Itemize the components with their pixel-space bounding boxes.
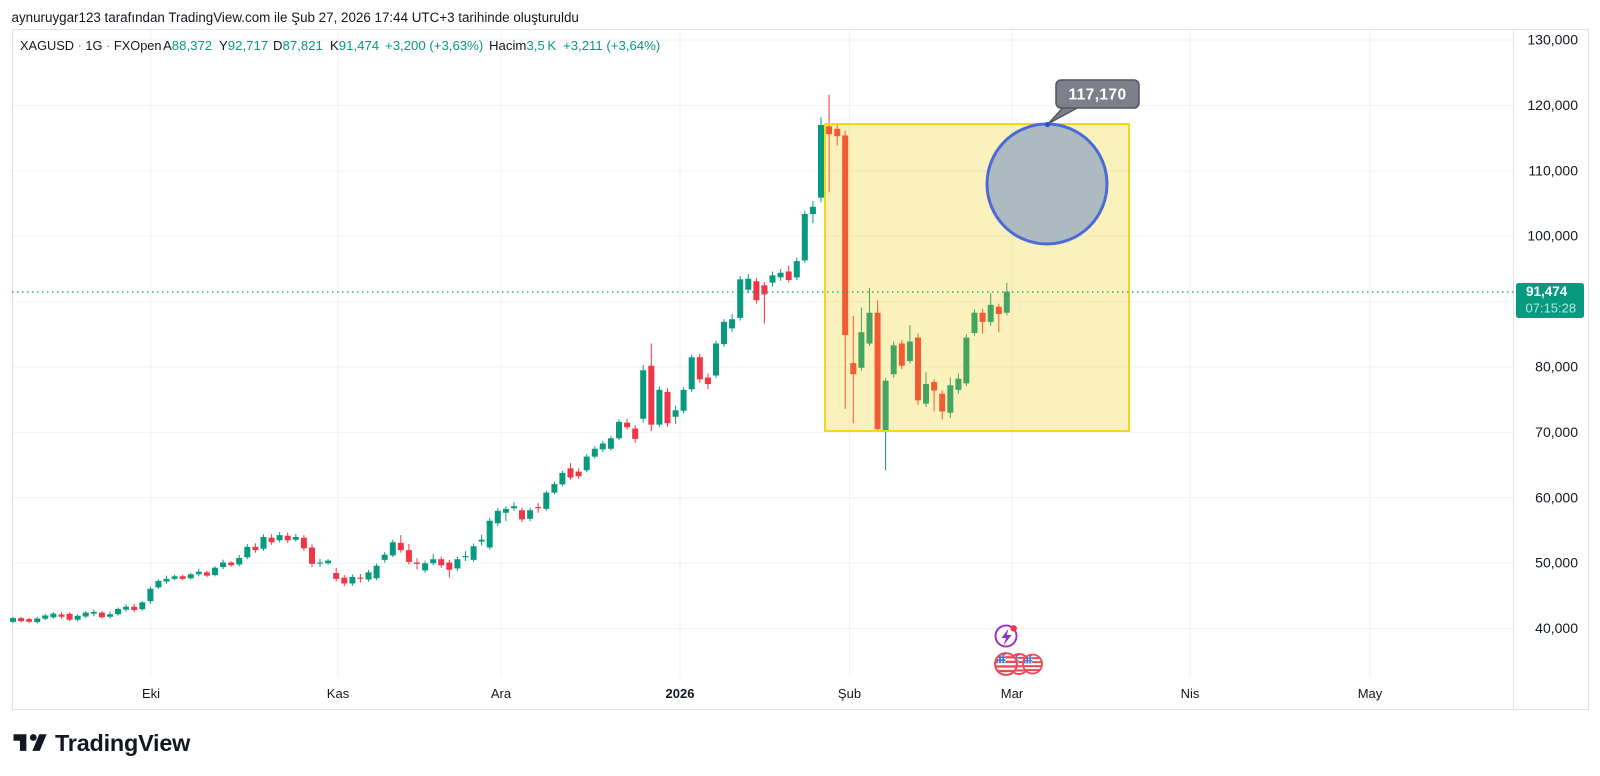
svg-text:2026: 2026	[666, 686, 695, 701]
svg-text:40,000: 40,000	[1535, 620, 1578, 636]
svg-text:07:15:28: 07:15:28	[1526, 301, 1577, 316]
svg-text:70,000: 70,000	[1535, 424, 1578, 440]
svg-text:Mar: Mar	[1001, 686, 1024, 701]
svg-text:Şub: Şub	[838, 686, 861, 701]
svg-text:XAGUSD · 1G · FXOpen: XAGUSD · 1G · FXOpen	[20, 38, 162, 53]
svg-text:50,000: 50,000	[1535, 555, 1578, 571]
svg-text:110,000: 110,000	[1528, 162, 1578, 178]
svg-text:Y92,717: Y92,717	[219, 38, 268, 53]
svg-text:120,000: 120,000	[1527, 97, 1578, 113]
svg-text:TradingView: TradingView	[55, 730, 191, 756]
svg-text:+3,211 (+3,64%): +3,211 (+3,64%)	[563, 38, 660, 53]
svg-text:130,000: 130,000	[1527, 32, 1578, 48]
svg-text:Kas: Kas	[327, 686, 350, 701]
svg-text:91,474: 91,474	[1526, 284, 1568, 299]
svg-text:+3,200 (+3,63%): +3,200 (+3,63%)	[385, 38, 483, 53]
svg-text:K91,474: K91,474	[330, 38, 379, 53]
svg-text:aynuruygar123 tarafından Tradi: aynuruygar123 tarafından TradingView.com…	[12, 10, 579, 25]
svg-text:Ara: Ara	[491, 686, 512, 701]
svg-text:D87,821: D87,821	[273, 38, 323, 53]
svg-text:May: May	[1358, 686, 1383, 701]
svg-text:Nis: Nis	[1181, 686, 1200, 701]
svg-text:117,170: 117,170	[1069, 87, 1127, 104]
svg-text:Hacim3,5 K: Hacim3,5 K	[489, 38, 556, 53]
svg-text:Eki: Eki	[142, 686, 160, 701]
svg-text:100,000: 100,000	[1527, 228, 1578, 244]
svg-text:80,000: 80,000	[1535, 359, 1578, 375]
svg-text:A88,372: A88,372	[163, 38, 212, 53]
svg-text:60,000: 60,000	[1535, 489, 1578, 505]
